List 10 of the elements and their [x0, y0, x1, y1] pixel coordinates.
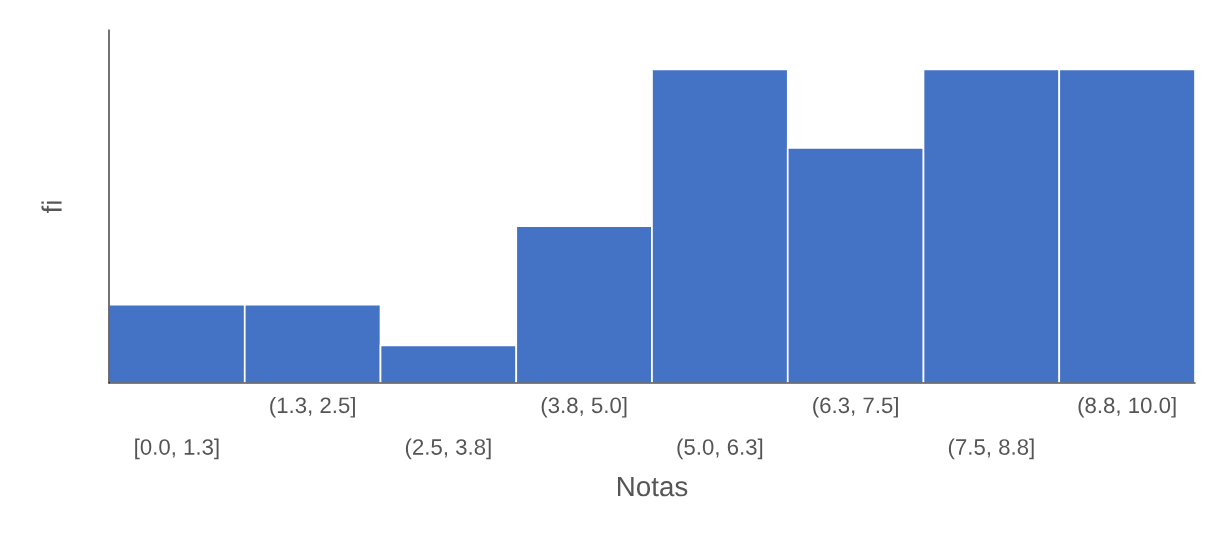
y-axis-title: fi: [41, 201, 62, 214]
x-tick-label: (6.3, 7.5]: [813, 396, 898, 418]
x-tick-label: [0.0, 1.3]: [135, 438, 219, 460]
x-tick-label: (3.8, 5.0]: [541, 396, 627, 418]
x-tick-label: (2.5, 3.8]: [405, 438, 491, 460]
x-tick-label: (7.5, 8.8]: [948, 438, 1034, 460]
x-tick-label: (5.0, 6.3]: [677, 438, 763, 460]
x-tick-label: (8.8, 10.0]: [1078, 396, 1176, 418]
x-tick-label: (1.3, 2.5]: [270, 396, 355, 418]
x-axis-title: Notas: [618, 476, 688, 497]
